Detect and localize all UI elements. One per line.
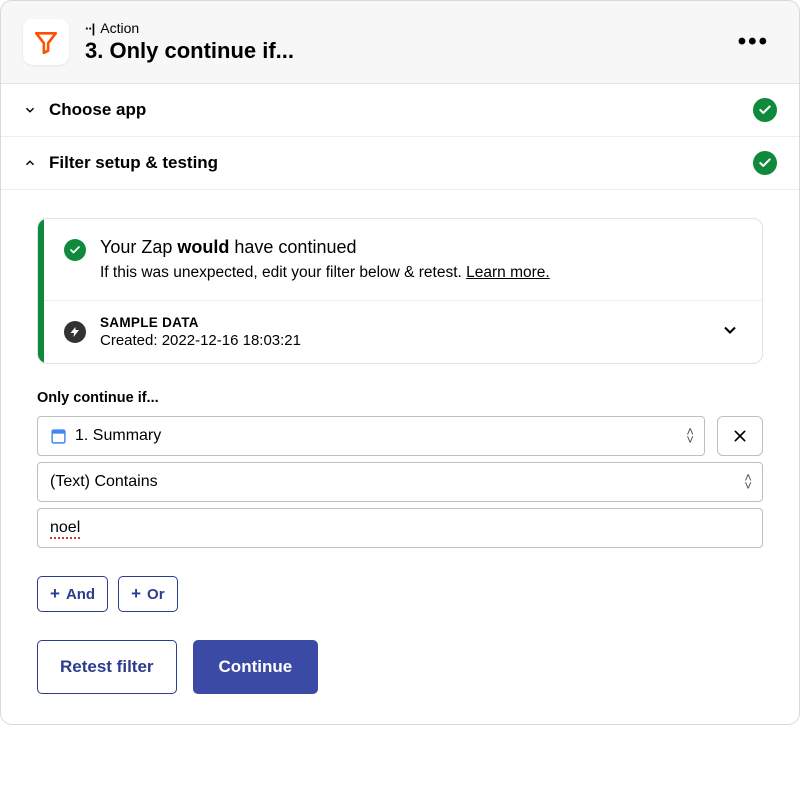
remove-rule-button[interactable]: [717, 416, 763, 456]
section-filter-setup[interactable]: Filter setup & testing: [1, 137, 799, 190]
section-title: Choose app: [49, 100, 753, 120]
app-icon-box: [23, 19, 69, 65]
stepper-icon: ˄˅: [744, 474, 752, 490]
sample-data-row[interactable]: SAMPLE DATA Created: 2022-12-16 18:03:21: [38, 300, 762, 363]
test-result-card: Your Zap would have continued If this wa…: [37, 218, 763, 364]
section-choose-app[interactable]: Choose app: [1, 84, 799, 137]
continue-button[interactable]: Continue: [193, 640, 319, 694]
logic-buttons: + And + Or: [37, 576, 763, 612]
and-label: And: [66, 586, 95, 603]
sample-label: SAMPLE DATA: [100, 315, 706, 330]
section-title: Filter setup & testing: [49, 153, 753, 173]
result-message: Your Zap would have continued: [100, 237, 550, 258]
field-select[interactable]: 1. Summary ˄˅: [37, 416, 705, 456]
bolt-icon: [64, 321, 86, 343]
add-or-button[interactable]: + Or: [118, 576, 177, 612]
value-text: noel: [50, 519, 80, 539]
result-msg-bold: would: [177, 237, 229, 257]
footer-buttons: Retest filter Continue: [37, 640, 763, 694]
result-msg-prefix: Your Zap: [100, 237, 177, 257]
plus-icon: +: [131, 584, 141, 604]
value-input[interactable]: noel: [37, 508, 763, 548]
stepper-icon: ˄˅: [686, 428, 694, 444]
chevron-down-icon: [23, 103, 39, 117]
operator-value: (Text) Contains: [50, 473, 158, 491]
retest-button[interactable]: Retest filter: [37, 640, 177, 694]
path-icon: ··|: [85, 21, 94, 36]
or-label: Or: [147, 586, 165, 603]
plus-icon: +: [50, 584, 60, 604]
status-ok-icon: [753, 98, 777, 122]
result-ok-icon: [64, 239, 86, 261]
action-step-panel: ··| Action 3. Only continue if... ••• Ch…: [0, 0, 800, 725]
step-title: 3. Only continue if...: [85, 38, 730, 64]
panel-header: ··| Action 3. Only continue if... •••: [1, 1, 799, 84]
sample-created: Created: 2022-12-16 18:03:21: [100, 332, 706, 349]
action-label: Action: [100, 20, 139, 36]
chevron-up-icon: [23, 156, 39, 170]
result-subtext: If this was unexpected, edit your filter…: [100, 264, 550, 282]
more-menu-icon[interactable]: •••: [730, 24, 777, 60]
result-msg-suffix: have continued: [229, 237, 356, 257]
learn-more-link[interactable]: Learn more.: [466, 264, 550, 281]
chevron-down-icon: [720, 320, 740, 345]
result-sub-text: If this was unexpected, edit your filter…: [100, 264, 466, 281]
header-text: ··| Action 3. Only continue if...: [85, 20, 730, 64]
section-body: Your Zap would have continued If this wa…: [1, 190, 799, 724]
status-ok-icon: [753, 151, 777, 175]
operator-select[interactable]: (Text) Contains ˄˅: [37, 462, 763, 502]
filter-icon: [33, 29, 59, 55]
calendar-icon: [50, 428, 67, 445]
rule-section-label: Only continue if...: [37, 390, 763, 406]
rule-field-row: 1. Summary ˄˅: [37, 416, 763, 456]
add-and-button[interactable]: + And: [37, 576, 108, 612]
field-value: 1. Summary: [75, 427, 161, 445]
